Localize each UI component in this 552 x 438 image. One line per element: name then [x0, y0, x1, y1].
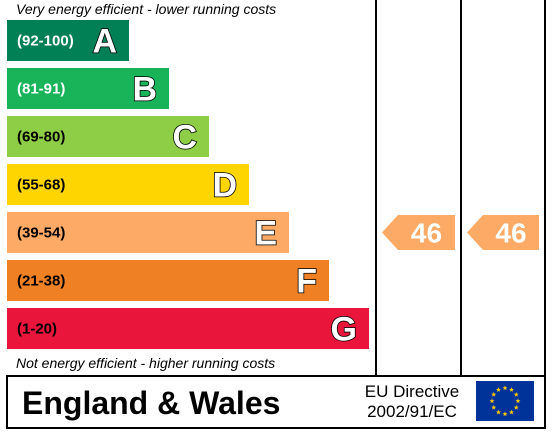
eu-flag-star [502, 385, 508, 391]
band-d-bar [7, 164, 249, 205]
current-rating-arrow [382, 215, 455, 250]
eu-flag-star [509, 387, 514, 392]
eu-flag-icon [476, 381, 534, 421]
band-g-range: (1-20) [17, 321, 57, 338]
footer-frame [6, 375, 546, 429]
band-a-range: (92-100) [17, 33, 74, 50]
band-f-bar [7, 260, 329, 301]
band-e-letter: E [254, 215, 277, 253]
top-note: Very energy efficient - lower running co… [16, 1, 276, 17]
band-a-bar [7, 20, 129, 61]
band-b-range: (81-91) [17, 81, 65, 98]
eu-flag-star [515, 398, 521, 404]
potential-rating-arrow [467, 215, 539, 250]
band-c-letter: C [172, 119, 197, 157]
band-c-range: (69-80) [17, 129, 65, 146]
directive-line-2: 2002/91/EC [367, 402, 457, 421]
region-label: England & Wales [22, 385, 280, 421]
eu-flag-star [496, 387, 501, 392]
band-g-bar [7, 308, 369, 349]
bottom-note: Not energy efficient - higher running co… [16, 355, 275, 371]
band-a-letter: A [92, 23, 117, 61]
band-b-letter: B [132, 71, 157, 109]
band-d-range: (55-68) [17, 177, 65, 194]
band-f-letter: F [296, 263, 317, 301]
eu-flag-star [502, 411, 508, 417]
eu-flag-star [491, 404, 497, 410]
band-b-bar [7, 68, 169, 109]
eu-flag-star [513, 391, 519, 397]
directive-line-1: EU Directive [365, 382, 459, 401]
band-c-bar [7, 116, 209, 157]
eu-flag-star [491, 391, 497, 397]
current-rating-value: 46 [411, 218, 442, 249]
potential-rating-value: 46 [495, 218, 526, 249]
band-g-letter: G [331, 311, 357, 349]
eu-flag-star [509, 409, 514, 415]
band-e-range: (39-54) [17, 225, 65, 242]
eu-flag-star [513, 404, 519, 410]
eu-flag-star [496, 409, 501, 415]
eu-flag-star [489, 398, 495, 404]
band-e-bar [7, 212, 289, 253]
band-d-letter: D [212, 167, 237, 205]
band-f-range: (21-38) [17, 273, 65, 290]
